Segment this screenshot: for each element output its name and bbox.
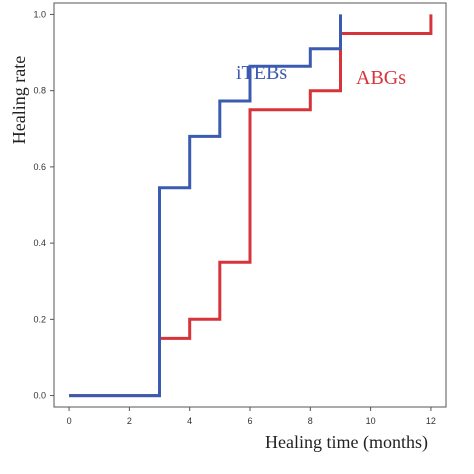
series-line-itebs — [69, 14, 342, 398]
x-tick-label: 4 — [187, 416, 192, 426]
y-tick-label: 0.2 — [33, 314, 46, 324]
x-tick-label: 8 — [308, 416, 313, 426]
x-tick-label: 10 — [366, 416, 376, 426]
series-label-itebs: iTEBs — [236, 62, 287, 84]
series-line-abgs — [69, 14, 433, 398]
ticks-layer: 0 2 4 6 8 10 12 0.0 0.2 0.4 0.6 0.8 1.0 — [33, 9, 435, 426]
y-tick-label: 0.0 — [33, 391, 46, 401]
y-tick-label: 0.6 — [33, 162, 46, 172]
x-tick-label: 12 — [426, 416, 436, 426]
y-tick-label: 1.0 — [33, 9, 46, 19]
lines-layer — [69, 14, 433, 398]
y-axis-title: Healing rate — [9, 56, 29, 144]
y-tick-label: 0.8 — [33, 86, 46, 96]
series-label-abgs: ABGs — [356, 67, 406, 89]
x-axis-title: Healing time (months) — [265, 432, 428, 453]
x-tick-label: 0 — [67, 416, 72, 426]
x-tick-label: 2 — [127, 416, 132, 426]
y-tick-label: 0.4 — [33, 238, 46, 248]
x-tick-label: 6 — [247, 416, 252, 426]
